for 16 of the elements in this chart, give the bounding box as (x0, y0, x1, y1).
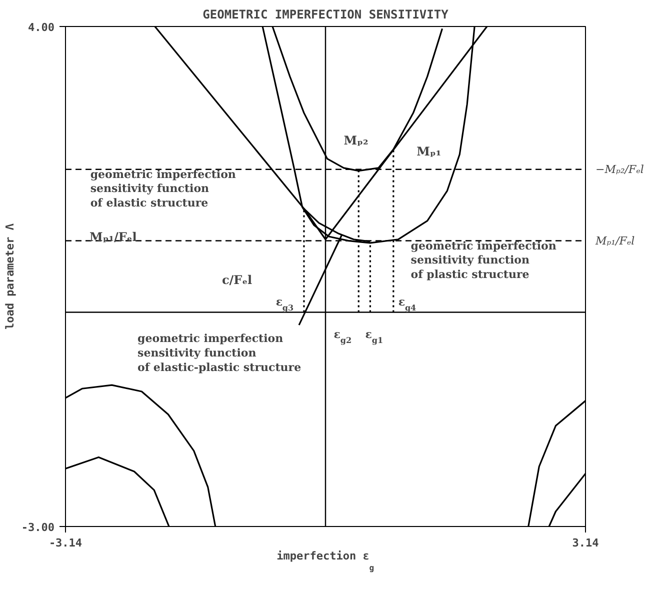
annotation: geometric imperfection sensitivity function of elastic structure (90, 168, 236, 210)
y-tick-label: -3.00 (21, 521, 55, 534)
annotation: Mₚ₁ (416, 144, 442, 158)
annotation: geometric imperfection sensitivity function of plastic structure (410, 239, 556, 281)
ref-line-label: −Mₚ₂/Fₑl (596, 162, 644, 176)
ref-line-label: Mₚ₁/Fₑl (594, 234, 636, 248)
y-axis-title: load parameter Λ (3, 223, 16, 330)
x-tick-label: 3.14 (572, 536, 600, 550)
annotation: Mₚ₁/Fₑl (90, 230, 138, 244)
annotation: c/Fₑl (222, 272, 253, 287)
annotation: Mₚ₂ (344, 134, 368, 148)
chart-title: GEOMETRIC IMPERFECTION SENSITIVITY (202, 8, 450, 22)
annotation: geometric imperfection sensitivity function of elastic-plastic structure (138, 332, 302, 374)
x-tick-label: -3.14 (48, 536, 82, 550)
x-axis-title: imperfection εg (276, 550, 374, 572)
y-tick-label: 4.00 (28, 21, 55, 34)
